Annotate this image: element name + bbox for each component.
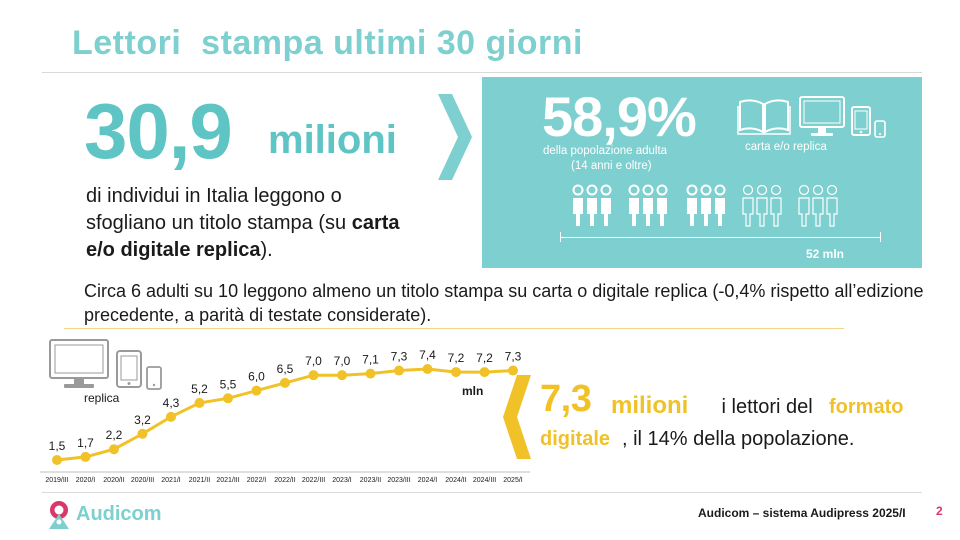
replica-label: replica <box>84 391 120 405</box>
section-divider <box>64 328 844 329</box>
x-tick-label: 2021/I <box>161 477 181 484</box>
population-axis <box>560 237 880 238</box>
population-total-label: 52 mln <box>806 247 845 261</box>
data-label: 7,0 <box>334 354 351 368</box>
x-tick-label: 2023/III <box>387 477 410 484</box>
population-subtitle-line1: della popolazione adulta <box>543 145 668 157</box>
data-point <box>109 444 119 455</box>
data-point <box>365 368 376 379</box>
phone-icon <box>874 120 886 138</box>
x-tick-label: 2019/III <box>45 477 68 484</box>
data-label: 7,3 <box>505 350 522 364</box>
page-number: 2 <box>936 504 943 518</box>
description-bold: carta e/o digitale replica <box>86 212 400 261</box>
data-point <box>422 364 433 374</box>
people-icon <box>570 180 860 238</box>
chevron-left-icon <box>503 375 531 459</box>
x-tick-label: 2022/I <box>247 477 267 484</box>
data-point <box>251 385 262 396</box>
data-label: 7,2 <box>476 351 493 365</box>
population-axis-tick <box>880 232 881 242</box>
x-tick-label: 2020/III <box>131 477 154 484</box>
logo-wordmark: Audicom <box>76 503 162 525</box>
data-label: 1,5 <box>49 439 66 453</box>
x-tick-label: 2021/II <box>189 477 210 484</box>
x-tick-label: 2023/I <box>332 477 352 484</box>
summary-text: Circa 6 adulti su 10 leggono almeno un t… <box>84 281 924 325</box>
x-tick-label: 2025/I <box>503 477 523 484</box>
monitor-icon <box>799 96 845 136</box>
data-label: 7,1 <box>362 353 379 367</box>
population-percent: 58,9% <box>542 85 697 148</box>
readers-description: di individui in Italia leggono o sfoglia… <box>86 183 426 264</box>
data-point <box>80 451 91 462</box>
readers-line-chart: 1,5 1,7 2,2 3,2 4,3 5,2 5,5 6,0 6,5 7,0 7,0 7,1 7,3 7… <box>40 348 530 484</box>
source-note: Audicom – sistema Audipress 2025/I <box>698 506 906 520</box>
data-label: 1,7 <box>77 436 94 450</box>
x-tick-label: 2024/III <box>473 477 496 484</box>
x-tick-label: 2020/II <box>103 477 124 484</box>
digital-text: i lettori del <box>716 396 819 418</box>
population-subtitle: della popolazione adulta (14 anni e oltr… <box>543 144 713 174</box>
tablet-icon <box>851 106 871 136</box>
monitor-icon <box>49 339 109 388</box>
readers-total-unit: milioni <box>268 118 397 162</box>
audicom-logo-icon <box>49 501 69 529</box>
population-axis-tick <box>560 232 561 242</box>
data-point <box>451 367 461 378</box>
data-point <box>479 367 490 378</box>
data-label: 7,2 <box>448 351 465 365</box>
data-point <box>52 455 62 465</box>
chart-unit-label: mln <box>462 384 484 398</box>
population-panel <box>482 77 922 268</box>
digital-highlight-digital: digitale <box>540 428 611 450</box>
data-point <box>223 393 233 404</box>
data-point <box>137 428 148 439</box>
data-label: 7,4 <box>419 348 436 362</box>
chevron-right-icon <box>438 94 472 180</box>
data-point <box>508 365 518 376</box>
x-tick-label: 2021/III <box>216 477 239 484</box>
x-tick-label: 2024/I <box>418 477 438 484</box>
data-label: 7,0 <box>305 354 322 368</box>
data-label: 5,5 <box>220 377 237 391</box>
digital-readers-unit: milioni <box>611 392 689 419</box>
phone-icon <box>146 366 162 390</box>
footer-divider <box>42 492 922 493</box>
population-subtitle-line2: (14 anni e oltre) <box>571 160 652 172</box>
data-point <box>337 370 347 381</box>
data-point <box>394 365 404 376</box>
x-tick-label: 2022/III <box>302 477 325 484</box>
data-label: 7,3 <box>391 350 408 364</box>
data-point <box>166 411 176 422</box>
tablet-icon <box>116 350 142 388</box>
digital-share-text: , il 14% della popolazione. <box>622 428 855 450</box>
data-point <box>194 397 205 408</box>
page-title: Lettori stampa ultimi 30 giorni <box>72 24 583 62</box>
readers-total-number: 30,9 <box>84 87 233 175</box>
format-label: carta e/o replica <box>745 141 827 153</box>
description-end: ). <box>260 239 273 261</box>
title-divider <box>42 72 922 73</box>
x-tick-label: 2020/I <box>76 477 96 484</box>
x-tick-label: 2024/II <box>445 477 466 484</box>
description-text: di individui in Italia leggono o sfoglia… <box>86 185 352 234</box>
digital-readers-number: 7,3 <box>540 378 592 420</box>
data-label: 5,2 <box>191 382 208 396</box>
data-label: 4,3 <box>163 396 180 410</box>
x-tick-label: 2022/II <box>274 477 295 484</box>
data-label: 6,5 <box>277 362 294 376</box>
data-label: 3,2 <box>134 413 151 427</box>
book-icon <box>737 99 791 135</box>
data-point <box>308 370 319 381</box>
data-point <box>280 377 290 388</box>
digital-highlight-format: formato <box>829 396 904 418</box>
x-tick-label: 2023/II <box>360 477 381 484</box>
data-label: 6,0 <box>248 370 265 384</box>
data-label: 2,2 <box>106 428 123 442</box>
